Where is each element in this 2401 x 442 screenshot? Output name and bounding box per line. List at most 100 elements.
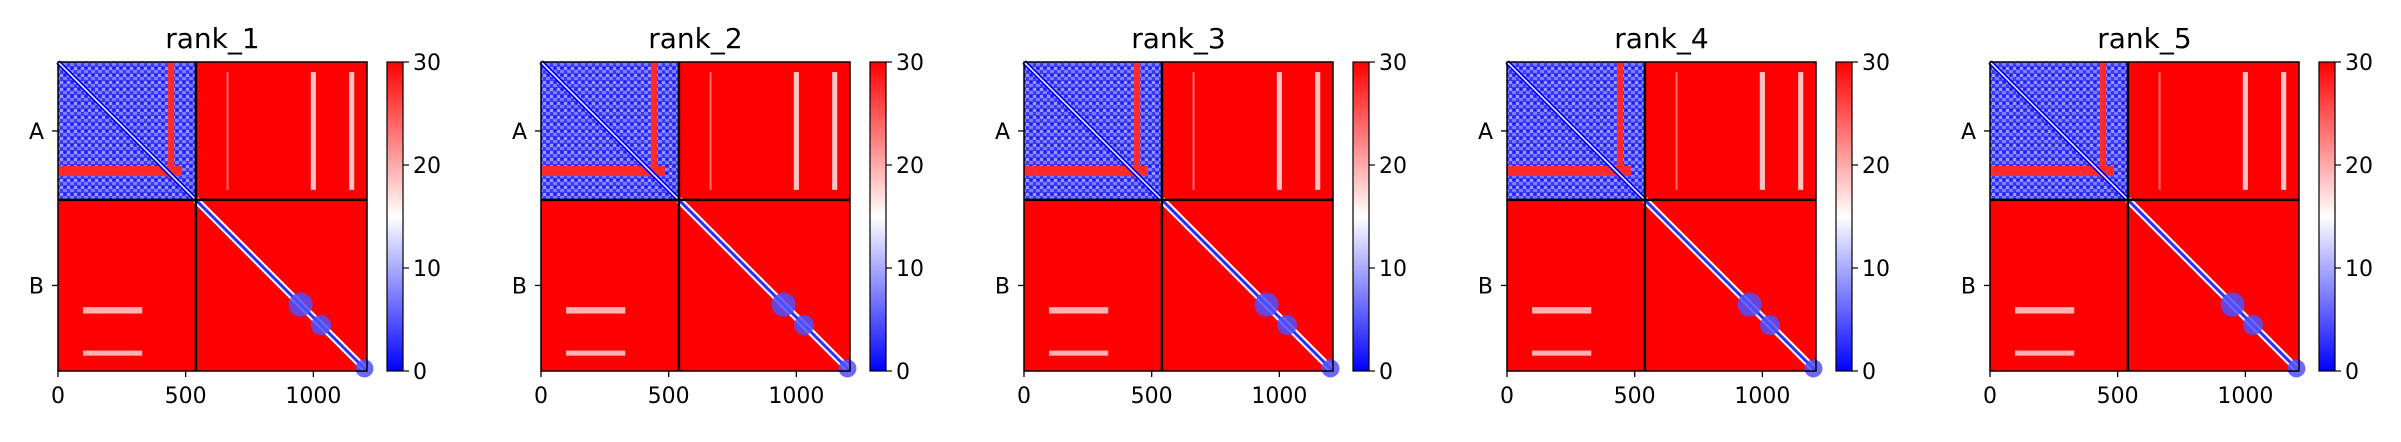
x-tick-label: 1000	[2217, 384, 2273, 409]
x-tick-label: 1000	[768, 384, 824, 409]
x-tick-label: 500	[2097, 384, 2139, 409]
heatmap-band-ab-2	[1798, 72, 1804, 190]
heatmap-stripe-a-vertical	[650, 62, 658, 178]
colorbar	[1835, 61, 1853, 372]
diagonal-b-blob-2	[311, 315, 332, 336]
x-tick-label: 1000	[1251, 384, 1307, 409]
panel-rank_5: rank_5 0 500 1000 A B 0 10 20 30	[1961, 22, 2373, 409]
plot-frame	[1989, 61, 2300, 372]
colorbar-tick-label: 0	[1862, 360, 1876, 385]
heatmap-band-ab-2	[1315, 72, 1321, 190]
chain-label-A: A	[1961, 120, 1976, 145]
colorbar-tick-label: 0	[2345, 360, 2359, 385]
heatmap-band-ba-1	[1049, 307, 1109, 314]
panel-title: rank_4	[1614, 22, 1708, 55]
colorbar	[386, 61, 404, 372]
x-tick-label: 1000	[1734, 384, 1790, 409]
chain-label-A: A	[512, 120, 527, 145]
panel-title: rank_2	[648, 22, 742, 55]
diagonal-b	[677, 198, 852, 373]
colorbar-tick-label: 20	[413, 154, 441, 179]
diagonal-b-blob-3	[2287, 359, 2306, 378]
colorbar-tick-label: 30	[1379, 51, 1407, 76]
colorbar-tick-label: 20	[896, 154, 924, 179]
panel-rank_4: rank_4 0 500 1000 A B 0 10 20 30	[1478, 22, 1890, 409]
heatmap-band-ab-3	[1675, 72, 1678, 190]
heatmap-stripe-a-vertical	[1133, 62, 1141, 178]
panel-rank_3: rank_3 0 500 1000 A B 0 10 20 30	[995, 22, 1407, 409]
heatmap-band-ab-2	[2281, 72, 2287, 190]
heatmap-band-ab-3	[226, 72, 229, 190]
colorbar	[2318, 61, 2336, 372]
colorbar-tick-label: 30	[413, 51, 441, 76]
colorbar	[869, 61, 887, 372]
heatmap-band-ab-1	[2242, 72, 2248, 190]
heatmap-band-ab-1	[310, 72, 316, 190]
x-tick-label: 500	[1614, 384, 1656, 409]
chain-label-A: A	[995, 120, 1010, 145]
x-tick-label: 500	[648, 384, 690, 409]
colorbar-tick-label: 10	[896, 257, 924, 282]
diagonal-b-blob-3	[838, 359, 857, 378]
x-tick-label: 0	[534, 384, 548, 409]
x-tick-label: 500	[1131, 384, 1173, 409]
diagonal-b	[1160, 198, 1335, 373]
diagonal-b-blob-1	[288, 292, 313, 317]
x-tick-label: 500	[165, 384, 207, 409]
heatmap-band-ab-1	[793, 72, 799, 190]
diagonal-b-blob-1	[1254, 292, 1279, 317]
diagonal-b-blob-1	[1737, 292, 1762, 317]
heatmap-band-ab-2	[349, 72, 355, 190]
heatmap-band-ab-3	[709, 72, 712, 190]
diagonal-b-blob-3	[1321, 359, 1340, 378]
colorbar-tick-label: 10	[2345, 257, 2373, 282]
colorbar-tick-label: 0	[1379, 360, 1393, 385]
diagonal-b-blob-3	[1804, 359, 1823, 378]
chain-label-A: A	[29, 120, 44, 145]
heatmap-band-ab-1	[1759, 72, 1765, 190]
diagonal-b-blob-2	[2243, 315, 2264, 336]
panel-rank_1: rank_1 0 500 1000 A B 0 10 20 30	[29, 22, 441, 409]
colorbar-tick-label: 30	[1862, 51, 1890, 76]
heatmap-stripe-a-horizontal	[541, 165, 665, 176]
panel-title: rank_5	[2097, 22, 2191, 55]
diagonal-a-core	[57, 61, 197, 201]
colorbar-tick-label: 30	[896, 51, 924, 76]
diagonal-a-core	[1989, 61, 2129, 201]
heatmap-band-ab-2	[832, 72, 838, 190]
diagonal-a-core	[540, 61, 680, 201]
heatmap-stripe-a-vertical	[2099, 62, 2107, 178]
diagonal-b-blob-2	[1277, 315, 1298, 336]
diagonal-b-blob-2	[794, 315, 815, 336]
colorbar-tick-label: 20	[1379, 154, 1407, 179]
heatmap-band-ab-3	[1192, 72, 1195, 190]
x-tick-label: 0	[51, 384, 65, 409]
heatmap-band-ba-1	[2015, 307, 2075, 314]
heatmap-band-ba-2	[1049, 350, 1109, 356]
diagonal-b-blob-1	[2220, 292, 2245, 317]
x-tick-label: 0	[1017, 384, 1031, 409]
heatmap-stripe-a-vertical	[167, 62, 175, 178]
heatmap-band-ba-1	[566, 307, 626, 314]
heatmap-stripe-a-horizontal	[1024, 165, 1148, 176]
colorbar-tick-label: 10	[413, 257, 441, 282]
colorbar-tick-label: 20	[1862, 154, 1890, 179]
panel-title: rank_3	[1131, 22, 1225, 55]
heatmap-band-ba-2	[83, 350, 143, 356]
plot-frame	[1506, 61, 1817, 372]
diagonal-b	[2126, 198, 2301, 373]
colorbar-tick-label: 10	[1379, 257, 1407, 282]
heatmap-stripe-a-vertical	[1616, 62, 1624, 178]
x-tick-label: 1000	[285, 384, 341, 409]
heatmap-stripe-a-horizontal	[58, 165, 182, 176]
plot-frame	[540, 61, 851, 372]
diagonal-b	[1643, 198, 1818, 373]
panel-rank_2: rank_2 0 500 1000 A B 0 10 20 30	[512, 22, 924, 409]
heatmap-band-ba-2	[566, 350, 626, 356]
heatmap-band-ab-3	[2158, 72, 2161, 190]
chain-label-B: B	[1478, 274, 1493, 299]
heatmap-band-ba-1	[83, 307, 143, 314]
x-tick-label: 0	[1500, 384, 1514, 409]
plot-frame	[57, 61, 368, 372]
